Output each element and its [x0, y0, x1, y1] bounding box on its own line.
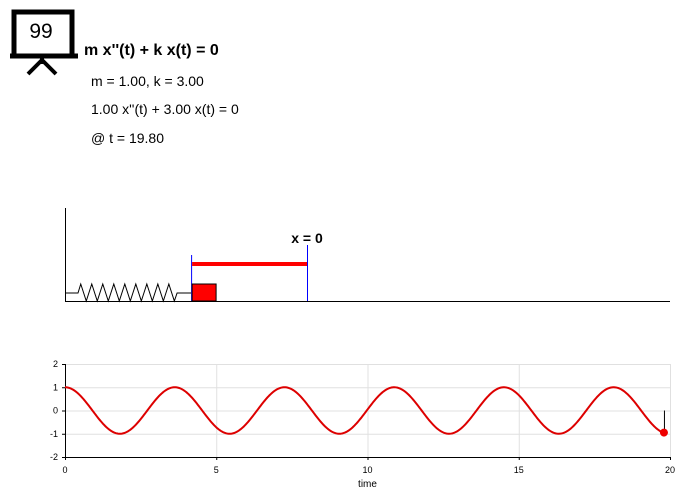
- current-point: [659, 428, 668, 437]
- mass-spring-constants: m = 1.00, k = 3.00: [91, 73, 204, 89]
- y-tick-label: 0: [53, 406, 58, 416]
- spring-mass-diagram: x = 0: [65, 208, 670, 303]
- y-tick-label: -2: [50, 452, 58, 462]
- x-tick-label: 10: [362, 465, 372, 475]
- position-series-line: [64, 386, 665, 435]
- current-time: @ t = 19.80: [91, 130, 164, 146]
- y-tick-label: -1: [50, 429, 58, 439]
- spring: [66, 282, 192, 303]
- y-tick-label: 1: [53, 382, 58, 392]
- x-tick-label: 5: [214, 465, 219, 475]
- x-tick-label: 20: [665, 465, 675, 475]
- presentation-board-icon: [10, 9, 78, 76]
- substituted-equation: 1.00 x''(t) + 3.00 x(t) = 0: [91, 101, 239, 117]
- equilibrium-label: x = 0: [291, 230, 323, 246]
- equation-title: m x''(t) + k x(t) = 0: [84, 42, 219, 59]
- mass-block: [191, 283, 217, 302]
- x-axis-label: time: [358, 479, 377, 490]
- slide-number: 99: [29, 20, 53, 43]
- x-tick-label: 15: [514, 465, 524, 475]
- x-tick-label: 0: [62, 465, 67, 475]
- y-tick-label: 2: [53, 359, 58, 369]
